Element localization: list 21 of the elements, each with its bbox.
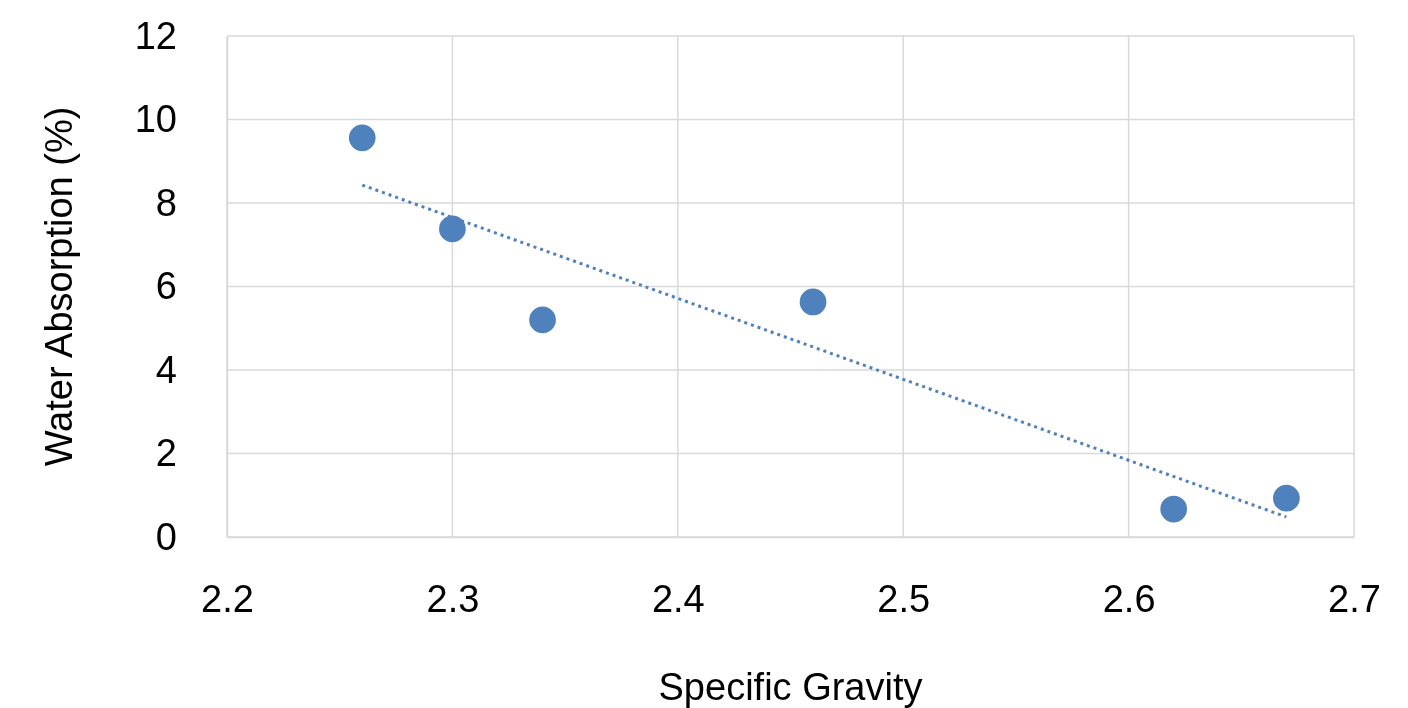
y-tick-label: 4 (155, 348, 177, 391)
point (1160, 495, 1188, 523)
y-tick-label: 6 (155, 265, 177, 308)
x-tick-label: 2.6 (1102, 577, 1156, 620)
x-tick-label: 2.2 (201, 577, 254, 620)
x-tick-label: 2.3 (426, 577, 480, 620)
point (1273, 484, 1300, 512)
y-tick-label: 0 (155, 515, 177, 558)
point (439, 215, 466, 243)
point (529, 306, 556, 334)
x-tick-label: 2.5 (877, 577, 931, 620)
y-tick-label: 12 (134, 14, 177, 57)
y-tick-label: 8 (155, 181, 177, 224)
x-tick-label: 2.7 (1328, 577, 1381, 620)
x-tick-label: 2.4 (651, 577, 705, 620)
point (348, 124, 376, 152)
y-tick-label: 2 (155, 432, 177, 475)
y-axis-title: Water Absorption (%) (38, 106, 80, 467)
x-axis-title: Specific Gravity (658, 666, 923, 708)
point (799, 288, 827, 316)
y-tick-label: 10 (134, 98, 177, 141)
